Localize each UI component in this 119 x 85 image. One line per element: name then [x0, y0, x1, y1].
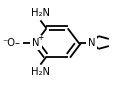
- Text: N: N: [88, 37, 95, 48]
- Text: ⁻O–: ⁻O–: [2, 37, 20, 48]
- Text: N: N: [32, 37, 40, 48]
- Text: H₂N: H₂N: [32, 67, 50, 77]
- Text: H₂N: H₂N: [32, 8, 50, 18]
- Text: +: +: [37, 33, 43, 42]
